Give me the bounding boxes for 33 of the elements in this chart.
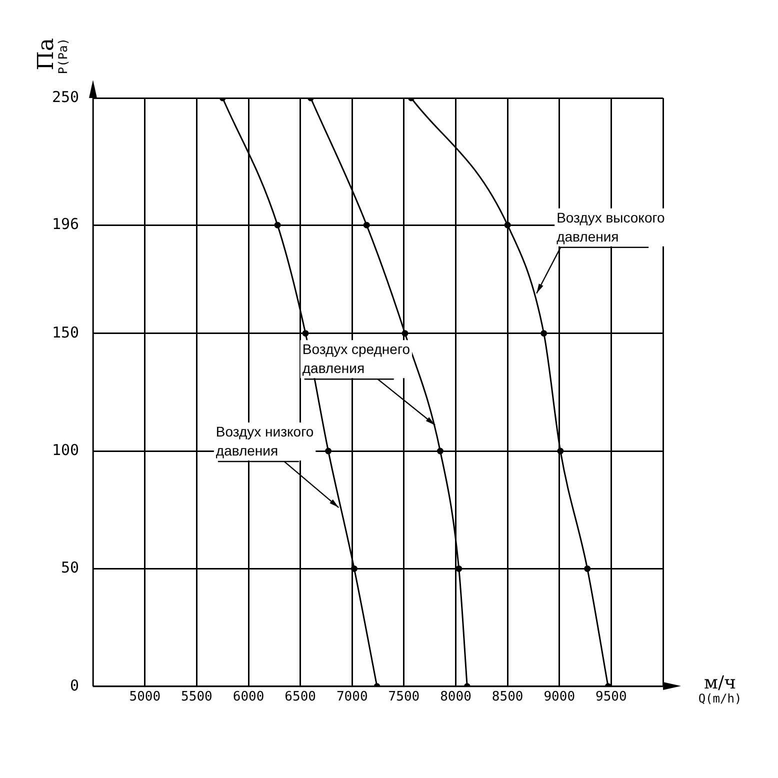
x-tick-label: 5000 bbox=[129, 690, 161, 705]
point bbox=[540, 330, 548, 337]
x-tick-label: 5500 bbox=[181, 690, 212, 705]
point bbox=[350, 565, 358, 572]
x-tick-label: 9000 bbox=[544, 690, 576, 705]
y-tick-label: 50 bbox=[61, 558, 80, 577]
point bbox=[504, 222, 511, 228]
annotation: Воздух низкого давления bbox=[216, 424, 314, 459]
point bbox=[325, 448, 332, 454]
annotation: Воздух высокого давления bbox=[556, 209, 666, 244]
y-tick-label: 196 bbox=[52, 214, 80, 233]
y-axis-title: Па P(Pa) bbox=[34, 38, 70, 74]
x-tick-label: 8500 bbox=[492, 690, 524, 705]
point bbox=[436, 448, 444, 454]
y-tick-label: 250 bbox=[52, 88, 80, 106]
y-tick-label: 150 bbox=[52, 323, 80, 342]
x-tick-label: 6500 bbox=[284, 690, 316, 705]
point bbox=[274, 222, 281, 228]
y-tick-label: 0 bbox=[70, 676, 80, 694]
x-tick-label: 6000 bbox=[232, 690, 264, 705]
point bbox=[402, 330, 408, 337]
point bbox=[302, 330, 309, 337]
y-tick-label: 100 bbox=[52, 440, 80, 459]
x-tick-label: 9500 bbox=[596, 690, 627, 705]
x-tick-label: 7500 bbox=[388, 690, 420, 705]
point bbox=[456, 565, 462, 572]
x-tick-label: 7000 bbox=[336, 690, 368, 705]
point bbox=[557, 448, 564, 454]
point bbox=[363, 222, 370, 228]
annotation: Воздух среднего давления bbox=[302, 341, 410, 376]
point bbox=[584, 565, 591, 572]
x-tick-label: 8000 bbox=[440, 690, 472, 705]
x-axis-title: м/ч Q(m/h) bbox=[698, 672, 742, 706]
